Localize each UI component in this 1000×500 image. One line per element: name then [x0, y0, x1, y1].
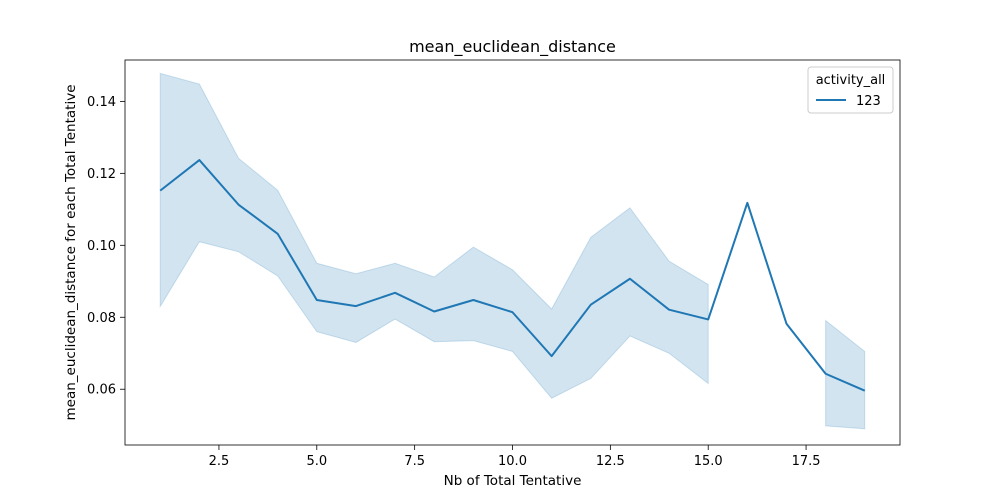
x-tick-label: 12.5: [596, 454, 625, 469]
confidence-bands: [159, 72, 866, 430]
y-axis-ticks: 0.06 0.08 0.10 0.12 0.14: [87, 95, 125, 398]
y-tick-label: 0.14: [87, 95, 116, 110]
legend-entry-label: 123: [856, 94, 881, 109]
x-axis-label: Nb of Total Tentative: [444, 473, 582, 489]
x-axis-ticks: 2.5 5.0 7.5 10.0 12.5 15.0 17.5: [209, 445, 821, 469]
x-tick-label: 7.5: [404, 454, 425, 469]
legend-box: [807, 66, 894, 114]
series-lines: [159, 159, 866, 392]
y-tick-label: 0.10: [87, 239, 116, 254]
series-line-1: [159, 159, 866, 392]
legend: activity_all 123: [807, 66, 894, 114]
y-tick-label: 0.12: [87, 167, 116, 182]
x-tick-label: 10.0: [498, 454, 527, 469]
legend-title: activity_all: [816, 73, 886, 88]
y-axis-label: mean_euclidean_distance for each Total T…: [63, 84, 79, 420]
x-tick-label: 15.0: [694, 454, 723, 469]
x-tick-label: 5.0: [306, 454, 327, 469]
x-tick-label: 17.5: [792, 454, 821, 469]
y-tick-label: 0.06: [87, 383, 116, 398]
y-tick-label: 0.08: [87, 311, 116, 326]
confidence-band-2: [825, 319, 866, 430]
x-tick-label: 2.5: [209, 454, 230, 469]
chart-title: mean_euclidean_distance: [409, 37, 616, 57]
confidence-band-1: [159, 72, 709, 399]
